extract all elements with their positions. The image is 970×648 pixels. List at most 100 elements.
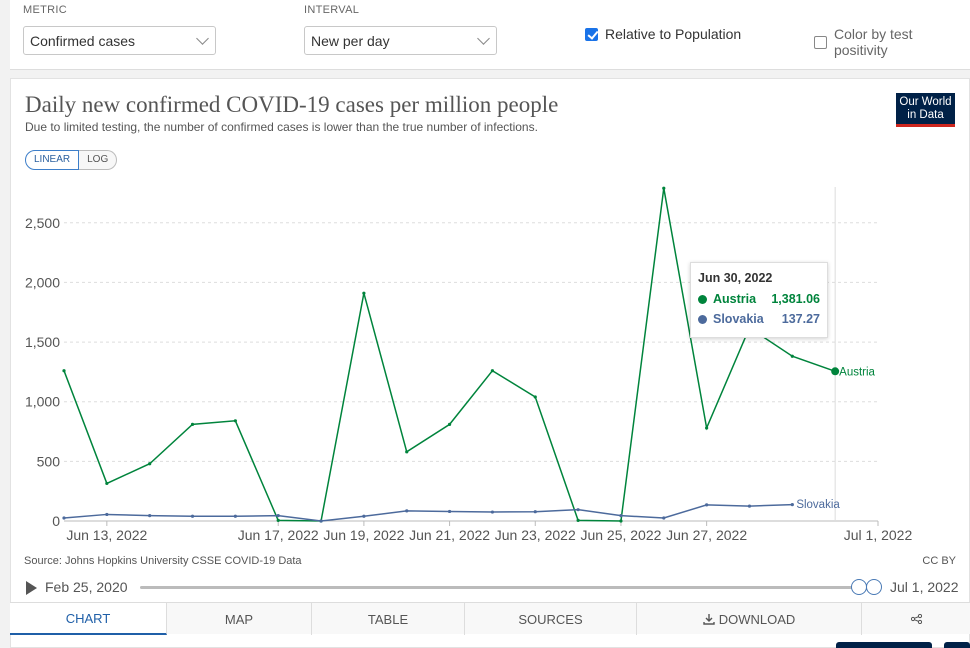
line-chart[interactable]: 0 500 1,000 1,500 2,000 2,500 Jun 13, 2022 Jun … [0, 0, 970, 560]
tooltip-series-name: Slovakia [713, 312, 764, 326]
tab-table[interactable]: TABLE [312, 603, 465, 635]
x-tick-label: Jul 1, 2022 [844, 527, 913, 543]
linear-scale-button[interactable]: LINEAR [25, 150, 80, 170]
tooltip-row-austria: Austria 1,381.06 [698, 292, 820, 306]
tooltip-series-name: Austria [713, 292, 757, 306]
slovakia-point [790, 503, 794, 507]
austria-point [533, 395, 537, 399]
slovakia-point [747, 504, 752, 508]
slovakia-point [148, 514, 152, 518]
timeline-start-date: Feb 25, 2020 [45, 579, 128, 595]
y-tick-label: 500 [37, 453, 61, 469]
austria-point [705, 426, 709, 430]
austria-point [148, 462, 152, 466]
tooltip-series-value: 1,381.06 [771, 292, 820, 306]
checkbox-checked-icon[interactable] [585, 27, 598, 41]
timeline-start-handle[interactable] [851, 579, 867, 595]
tab-map[interactable]: MAP [167, 603, 312, 635]
tooltip-series-value: 137.27 [781, 312, 820, 326]
x-tick-label: Jun 19, 2022 [323, 527, 404, 543]
x-tick-label: Jun 25, 2022 [580, 527, 661, 543]
metric-select-value: Confirmed cases [30, 33, 136, 49]
tab-label: TABLE [367, 611, 409, 627]
download-icon [703, 613, 715, 625]
tab-download[interactable]: DOWNLOAD [637, 603, 862, 635]
tab-label: SOURCES [518, 611, 583, 627]
y-tick-label: 2,500 [25, 215, 60, 231]
tab-label: CHART [65, 610, 111, 626]
interval-select[interactable]: New per day [304, 26, 497, 55]
austria-legend-dot [698, 294, 707, 304]
slovakia-point [619, 514, 623, 518]
tab-sources[interactable]: SOURCES [465, 603, 637, 635]
tooltip-row-slovakia: Slovakia 137.27 [698, 312, 820, 326]
tab-chart[interactable]: CHART [10, 603, 167, 635]
slovakia-series-label: Slovakia [796, 499, 840, 511]
logo-line-1: Our World [899, 96, 952, 108]
owid-logo[interactable]: Our World in Data [896, 93, 955, 127]
y-tick-label: 1,000 [25, 394, 60, 410]
slovakia-point [362, 514, 366, 518]
x-tick-label: Jun 21, 2022 [409, 527, 490, 543]
austria-point [831, 367, 840, 376]
color-by-positivity-label: Color by test positivity [833, 26, 913, 58]
slovakia-point [533, 510, 537, 514]
controls-bar: METRIC Confirmed cases INTERVAL New per … [10, 0, 970, 70]
slovakia-point [62, 516, 66, 520]
austria-point [490, 369, 495, 373]
source-note[interactable]: Source: Johns Hopkins University CSSE CO… [24, 555, 302, 567]
checkbox-unchecked-icon[interactable] [814, 35, 827, 49]
slovakia-point [233, 514, 237, 518]
austria-point [405, 450, 409, 454]
timeline: Feb 25, 2020 Jul 1, 2022 [24, 578, 960, 598]
relative-to-population-label: Relative to Population [605, 26, 742, 42]
austria-point [790, 354, 794, 358]
x-tick-label: Jun 17, 2022 [238, 527, 319, 543]
slovakia-line [63, 503, 793, 522]
chart-tooltip: Jun 30, 2022 Austria 1,381.06 Slovakia 1… [690, 262, 828, 338]
timeline-track[interactable] [140, 586, 875, 589]
slovakia-legend-dot [698, 314, 707, 324]
austria-point [576, 518, 580, 523]
slovakia-point [447, 509, 452, 514]
austria-point [662, 186, 666, 190]
tab-label: MAP [224, 611, 254, 627]
austria-point [105, 481, 109, 486]
slovakia-point [276, 514, 280, 518]
austria-point [233, 419, 237, 423]
chart-subtitle: Due to limited testing, the number of co… [25, 120, 538, 134]
play-icon[interactable] [26, 581, 37, 595]
x-tick-label: Jun 13, 2022 [66, 527, 147, 543]
tab-share[interactable] [862, 603, 970, 635]
license-label[interactable]: CC BY [922, 555, 956, 567]
austria-point [362, 291, 366, 295]
tooltip-date: Jun 30, 2022 [698, 271, 773, 285]
chart-title: Daily new confirmed COVID-19 cases per m… [25, 92, 559, 117]
slovakia-point [576, 508, 580, 512]
austria-line [63, 188, 836, 522]
color-by-positivity-checkbox[interactable]: Color by test positivity [814, 26, 970, 58]
slovakia-point [662, 516, 666, 520]
share-icon [910, 614, 922, 624]
slovakia-point [405, 509, 409, 513]
relative-to-population-checkbox[interactable]: Relative to Population [585, 26, 741, 42]
interval-label: INTERVAL [304, 4, 360, 16]
austria-point [62, 369, 66, 373]
tab-label: DOWNLOAD [718, 611, 796, 627]
y-tick-label: 2,000 [25, 274, 60, 290]
austria-series-label: Austria [839, 366, 875, 378]
slovakia-point [490, 510, 495, 514]
footer-dark-block [836, 642, 932, 648]
slovakia-point [705, 503, 709, 507]
metric-label: METRIC [23, 4, 67, 16]
y-tick-label: 1,500 [25, 334, 60, 350]
y-tick-label: 0 [52, 513, 60, 529]
x-tick-label: Jun 27, 2022 [666, 527, 747, 543]
austria-point [276, 518, 280, 523]
log-scale-button[interactable]: LOG [79, 150, 118, 170]
slovakia-point [190, 514, 195, 518]
metric-select[interactable]: Confirmed cases [23, 26, 216, 55]
slovakia-point [319, 519, 323, 523]
timeline-end-handle[interactable] [866, 579, 882, 595]
austria-point [447, 422, 452, 426]
